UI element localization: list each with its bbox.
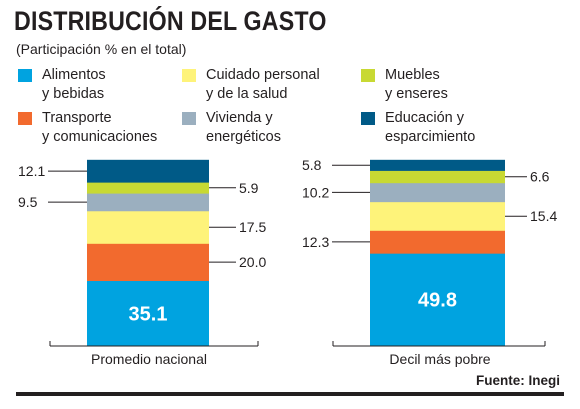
bar-segment — [370, 230, 505, 254]
legend-item: Alimentos y bebidas — [18, 66, 106, 104]
callout-label: 12.1 — [18, 163, 45, 179]
bar-segment — [87, 243, 209, 282]
category-label: Decil más pobre — [389, 351, 490, 367]
callout-label: 20.0 — [239, 254, 266, 270]
legend-label: Educación y esparcimiento — [385, 110, 476, 145]
bar-segment — [87, 159, 209, 183]
legend-label: Transporte y comunicaciones — [42, 110, 158, 145]
bar-segment — [87, 210, 209, 244]
chart-subtitle: (Participación % en el total) — [16, 41, 187, 57]
category-label: Promedio nacional — [91, 351, 207, 367]
callout-label: 5.8 — [302, 157, 322, 173]
source-note: Fuente: Inegi — [476, 373, 560, 388]
legend-label: Cuidado personal y de la salud — [206, 67, 320, 102]
callout-label: 15.4 — [530, 208, 557, 224]
legend-swatch — [18, 112, 32, 125]
chart-title: DISTRIBUCIÓN DEL GASTO — [14, 6, 327, 36]
bottom-rule — [16, 392, 564, 396]
bar-segment — [370, 253, 505, 347]
legend-item: Educación y esparcimiento — [361, 109, 475, 147]
legend-swatch — [182, 69, 196, 82]
legend-item: Cuidado personal y de la salud — [182, 66, 320, 104]
bar-segment — [87, 193, 209, 212]
callout-label: 10.2 — [302, 184, 329, 200]
stacked-bar-chart: 35.1 12.1 9.5 5.9 17.5 20.0 Promedio nacional 4… — [18, 157, 557, 367]
legend-swatch — [361, 112, 375, 125]
legend-swatch — [182, 112, 196, 125]
bar-segment — [87, 280, 209, 347]
callout-label: 17.5 — [239, 219, 266, 235]
legend-label: Muebles y enseres — [385, 67, 448, 102]
legend-item: Transporte y comunicaciones — [18, 109, 157, 147]
callout-label: 5.9 — [239, 180, 259, 196]
callout-label: 12.3 — [302, 234, 329, 250]
legend-item: Muebles y enseres — [361, 66, 448, 104]
bar-segment — [370, 159, 505, 171]
legend: Alimentos y bebidas Cuidado personal y de… — [0, 0, 580, 160]
legend-swatch — [361, 69, 375, 82]
bar-segment — [370, 201, 505, 231]
callout-label: 9.5 — [18, 194, 38, 210]
bar-segment — [87, 182, 209, 194]
legend-swatch — [18, 69, 32, 82]
bar-segment — [370, 182, 505, 203]
legend-label: Alimentos y bebidas — [42, 67, 106, 102]
legend-item: Vivienda y energéticos — [182, 109, 281, 147]
bar-segment — [370, 170, 505, 184]
legend-label: Vivienda y energéticos — [206, 110, 281, 145]
bar-value-label: 35.1 — [129, 303, 168, 325]
callout-label: 6.6 — [530, 169, 550, 185]
bar-value-label: 49.8 — [418, 290, 457, 312]
